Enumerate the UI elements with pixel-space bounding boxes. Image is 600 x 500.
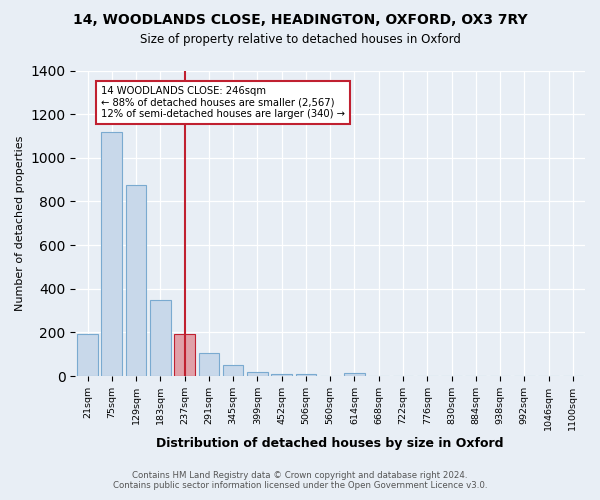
Bar — [271, 374, 292, 376]
Text: 14, WOODLANDS CLOSE, HEADINGTON, OXFORD, OX3 7RY: 14, WOODLANDS CLOSE, HEADINGTON, OXFORD,… — [73, 12, 527, 26]
Bar — [296, 374, 316, 376]
Y-axis label: Number of detached properties: Number of detached properties — [15, 136, 25, 311]
Bar — [101, 132, 122, 376]
Text: Size of property relative to detached houses in Oxford: Size of property relative to detached ho… — [140, 32, 460, 46]
X-axis label: Distribution of detached houses by size in Oxford: Distribution of detached houses by size … — [157, 437, 504, 450]
Bar — [150, 300, 170, 376]
Bar — [77, 334, 98, 376]
Bar — [223, 364, 244, 376]
Text: Contains HM Land Registry data © Crown copyright and database right 2024.
Contai: Contains HM Land Registry data © Crown c… — [113, 470, 487, 490]
Bar — [199, 353, 219, 376]
Bar — [247, 372, 268, 376]
Bar — [344, 373, 365, 376]
Text: 14 WOODLANDS CLOSE: 246sqm
← 88% of detached houses are smaller (2,567)
12% of s: 14 WOODLANDS CLOSE: 246sqm ← 88% of deta… — [101, 86, 345, 119]
Bar — [174, 334, 195, 376]
Bar — [126, 185, 146, 376]
